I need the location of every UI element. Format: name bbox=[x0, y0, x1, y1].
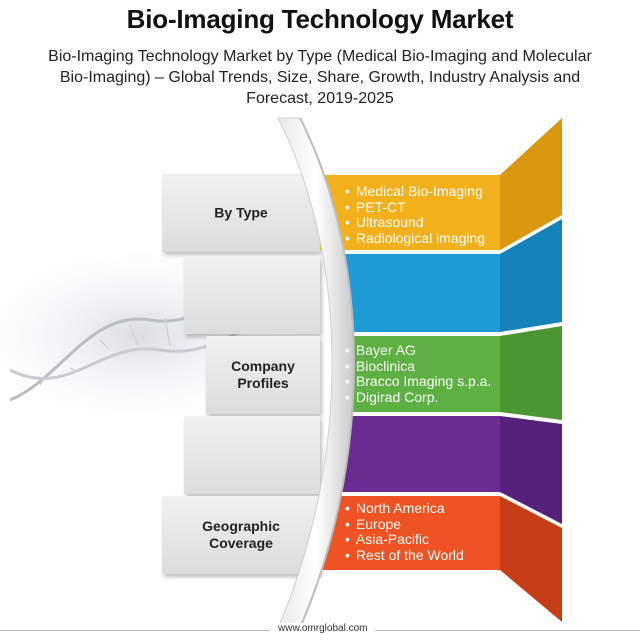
page-subtitle: Bio-Imaging Technology Market by Type (M… bbox=[48, 48, 592, 107]
list-item: Medical Bio-Imaging bbox=[345, 183, 485, 200]
list-item: Radiological imaging bbox=[345, 230, 485, 247]
footer-website[interactable]: www.omrglobal.com bbox=[270, 623, 376, 634]
list-item: PET-CT bbox=[345, 199, 485, 216]
list-item: Europe bbox=[345, 516, 464, 533]
side-panel-type bbox=[500, 118, 562, 250]
category-card-by-type[interactable]: By Type bbox=[162, 174, 320, 252]
page-title: Bio-Imaging Technology Market bbox=[126, 4, 514, 34]
list-item: Bracco Imaging s.p.a. bbox=[345, 373, 491, 390]
category-card-geographic-coverage[interactable]: Geographic Coverage bbox=[162, 496, 320, 574]
list-item: North America bbox=[345, 500, 464, 517]
band-text-type: Medical Bio-Imaging PET-CT Ultrasound Ra… bbox=[345, 183, 485, 247]
category-card-empty-2 bbox=[184, 416, 320, 494]
side-panel-purple bbox=[500, 416, 562, 524]
list-item: Asia-Pacific bbox=[345, 531, 464, 548]
band-text-company: Bayer AG Bioclinica Bracco Imaging s.p.a… bbox=[345, 342, 491, 406]
side-panel-company bbox=[500, 326, 562, 420]
side-panel-blue bbox=[500, 219, 562, 332]
band-text-geography: North America Europe Asia-Pacific Rest o… bbox=[345, 500, 464, 564]
category-card-empty-1 bbox=[184, 256, 320, 334]
list-item: Bayer AG bbox=[345, 342, 491, 359]
band-blue bbox=[330, 254, 500, 332]
category-label: Company Profiles bbox=[231, 358, 295, 391]
side-panel-geography bbox=[500, 496, 562, 622]
category-label: By Type bbox=[214, 204, 268, 221]
list-item: Bioclinica bbox=[345, 358, 491, 375]
list-item: Rest of the World bbox=[345, 547, 464, 564]
band-purple bbox=[330, 416, 500, 492]
category-label: Geographic Coverage bbox=[202, 518, 280, 551]
list-item: Digirad Corp. bbox=[345, 389, 491, 406]
list-item: Ultrasound bbox=[345, 214, 485, 231]
category-card-company-profiles[interactable]: Company Profiles bbox=[206, 336, 320, 414]
